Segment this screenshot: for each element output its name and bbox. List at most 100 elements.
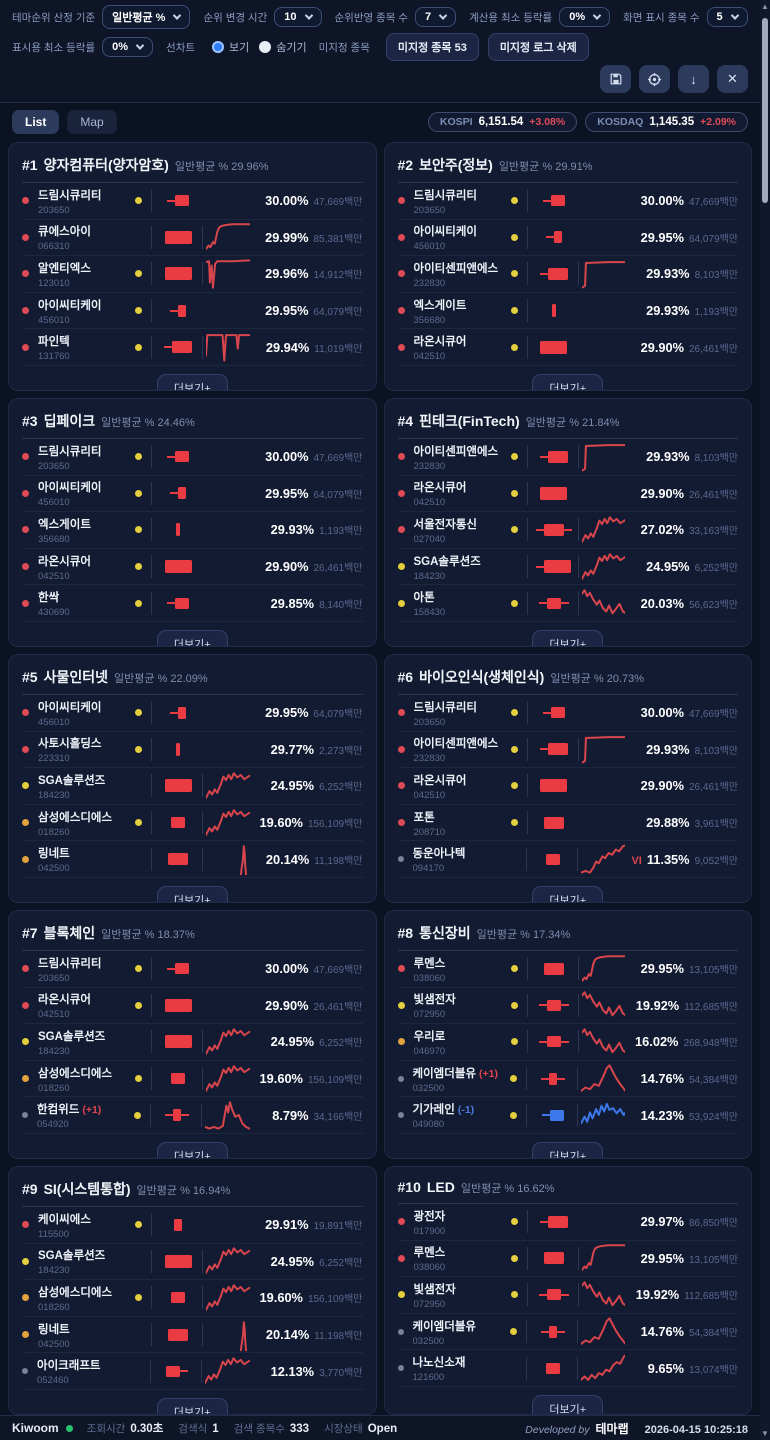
scrollbar[interactable]: ▲ ▼ <box>760 0 770 1440</box>
stock-row[interactable]: 링네트 042500 20.14% 11,198백만 <box>22 841 363 878</box>
divider <box>577 445 579 469</box>
stock-row[interactable]: 삼성에스디에스 018260 19.60% 156,109백만 <box>22 1280 363 1317</box>
stock-row[interactable]: 케이씨에스 115500 29.91% 19,891백만 <box>22 1207 363 1244</box>
stock-row[interactable]: 라온시큐어 042510 29.90% 26,461백만 <box>397 476 738 513</box>
chart-show-radio[interactable] <box>212 41 225 53</box>
stock-row[interactable]: 나노신소재 121600 9.65% 13,074백만 <box>397 1350 738 1387</box>
stock-row[interactable]: 빛샘전자 072950 19.92% 112,685백만 <box>397 1277 738 1314</box>
scroll-down-icon[interactable]: ▼ <box>761 1429 769 1438</box>
stock-row[interactable]: 아이티센피앤에스 232830 29.93% 8,103백만 <box>397 256 738 293</box>
sparkline-chart <box>575 219 626 255</box>
stock-row[interactable]: 우리로 046970 16.02% 268,948백만 <box>397 1024 738 1061</box>
stock-row[interactable]: 아톤 158430 20.03% 56,623백만 <box>397 585 738 622</box>
stock-row[interactable]: 드림시큐리티 203650 30.00% 47,669백만 <box>22 439 363 476</box>
stock-row[interactable]: 드림시큐리티 203650 30.00% 47,669백만 <box>397 695 738 732</box>
rank-stock-count-select[interactable]: 7 <box>414 7 457 27</box>
stock-row[interactable]: 빛샘전자 072950 19.92% 112,685백만 <box>397 988 738 1025</box>
unassigned-stocks-button[interactable]: 미지정 종목 53 <box>385 33 479 61</box>
change-percent: 9.65% <box>647 1360 684 1376</box>
stock-row[interactable]: 아이씨티케이 456010 29.95% 64,079백만 <box>397 219 738 257</box>
stock-row[interactable]: 아이씨티케이 456010 29.95% 64,079백만 <box>22 293 363 330</box>
theme-card-header: #1 양자컴퓨터(양자암호) 일반평균 % 29.96% <box>22 148 363 183</box>
stock-row[interactable]: SGA솔루션즈 184230 24.95% 6,252백만 <box>22 1024 363 1061</box>
settings-button[interactable] <box>639 65 670 93</box>
stock-row[interactable]: SGA솔루션즈 184230 24.95% 6,252백만 <box>397 549 738 586</box>
sparkline-chart <box>581 1061 626 1097</box>
mid-dot <box>510 745 518 753</box>
download-button[interactable]: ↓ <box>678 65 709 93</box>
rank-change-badge: (-1) <box>457 1104 475 1117</box>
display-stock-count-select[interactable]: 5 <box>706 7 748 27</box>
stock-row[interactable]: 사토시홀딩스 223310 29.77% 2,273백만 <box>22 732 363 769</box>
more-button[interactable]: 더보기+ <box>156 885 228 902</box>
more-button[interactable]: 더보기+ <box>156 1397 228 1414</box>
stock-row[interactable]: 광전자 017900 29.97% 86,850백만 <box>397 1204 738 1241</box>
more-button[interactable]: 더보기+ <box>156 373 228 390</box>
tab-map[interactable]: Map <box>67 110 117 134</box>
candle-icon <box>533 1289 575 1301</box>
more-button[interactable]: 더보기+ <box>156 629 228 646</box>
stock-row[interactable]: 아이티센피앤에스 232830 29.93% 8,103백만 <box>397 439 738 476</box>
stock-row[interactable]: 라온시큐어 042510 29.90% 26,461백만 <box>22 549 363 586</box>
stock-code: 232830 <box>413 460 446 472</box>
stock-row[interactable]: 한싹 430690 29.85% 8,140백만 <box>22 585 363 622</box>
display-min-change-select[interactable]: 0% <box>102 37 154 57</box>
rank-interval-select[interactable]: 10 <box>274 7 322 27</box>
theme-rank: #7 <box>22 925 38 941</box>
clear-unassigned-log-button[interactable]: 미지정 로그 삭제 <box>487 33 589 61</box>
stock-row[interactable]: 케이엠더블유 (+1) 032500 14.76% 54,384백만 <box>397 1061 738 1098</box>
divider <box>526 225 528 249</box>
stock-row[interactable]: 엑스게이트 356680 29.93% 1,193백만 <box>397 293 738 330</box>
stock-row[interactable]: 서울전자통신 027040 27.02% 33,163백만 <box>397 512 738 549</box>
scroll-up-icon[interactable]: ▲ <box>761 2 769 11</box>
stock-row[interactable]: 드림시큐리티 203650 30.00% 47,669백만 <box>22 951 363 988</box>
stock-row[interactable]: 라온시큐어 042510 29.90% 26,461백만 <box>397 329 738 366</box>
stock-row[interactable]: 아이씨티케이 456010 29.95% 64,079백만 <box>22 695 363 732</box>
tab-list[interactable]: List <box>12 110 60 134</box>
more-button[interactable]: 더보기+ <box>532 885 604 902</box>
stock-row[interactable]: 아이티센피앤에스 232830 29.93% 8,103백만 <box>397 732 738 769</box>
stock-row[interactable]: 포톤 208710 29.88% 3,961백만 <box>397 805 738 842</box>
stock-row[interactable]: 알엔티엑스 123010 29.96% 14,912백만 <box>22 256 363 293</box>
scrollbar-thumb[interactable] <box>762 18 768 203</box>
rank-basis-select[interactable]: 일반평균 % <box>102 5 191 29</box>
stock-row[interactable]: 큐에스아이 066310 29.99% 85,381백만 <box>22 220 363 257</box>
stock-row[interactable]: 파인텍 131760 29.94% 11,019백만 <box>22 329 363 366</box>
divider <box>202 847 203 871</box>
save-button[interactable] <box>600 65 631 93</box>
stock-row[interactable]: 라온시큐어 042510 29.90% 26,461백만 <box>22 988 363 1025</box>
stock-row[interactable]: 루멘스 038060 29.95% 13,105백만 <box>397 951 738 988</box>
stock-row[interactable]: 엑스게이트 356680 29.93% 1,193백만 <box>22 512 363 549</box>
stock-row[interactable]: 동운아나텍 094170 VI 11.35% 9,052백만 <box>397 841 738 878</box>
stock-row[interactable]: SGA솔루션즈 184230 24.95% 6,252백만 <box>22 768 363 805</box>
more-button[interactable]: 더보기+ <box>532 629 604 646</box>
stock-row[interactable]: 삼성에스디에스 018260 19.60% 156,109백만 <box>22 1061 363 1098</box>
candle-icon <box>533 267 575 280</box>
sparkline-chart <box>206 805 250 841</box>
close-button[interactable]: ✕ <box>717 65 748 93</box>
more-button[interactable]: 더보기+ <box>532 373 604 390</box>
theme-card-header: #2 보안주(정보) 일반평균 % 29.91% <box>397 148 738 183</box>
stock-row[interactable]: 삼성에스디에스 018260 19.60% 156,109백만 <box>22 805 363 842</box>
stock-row[interactable]: 링네트 042500 20.14% 11,198백만 <box>22 1317 363 1354</box>
more-button[interactable]: 더보기+ <box>156 1141 228 1158</box>
stock-row[interactable]: 아이씨티케이 456010 29.95% 64,079백만 <box>22 476 363 513</box>
candle-icon <box>157 853 199 866</box>
stock-row[interactable]: 한컴위드 (+1) 054920 8.79% 34,166백만 <box>22 1097 363 1134</box>
stock-row[interactable]: 루멘스 038060 29.95% 13,105백만 <box>397 1241 738 1278</box>
stock-code: 038060 <box>413 972 446 984</box>
theme-rank: #10 <box>397 1179 421 1195</box>
stock-row[interactable]: 케이엠더블유 032500 14.76% 54,384백만 <box>397 1314 738 1351</box>
more-button[interactable]: 더보기+ <box>532 1141 604 1158</box>
calc-min-change-select[interactable]: 0% <box>559 7 611 27</box>
stock-row[interactable]: SGA솔루션즈 184230 24.95% 6,252백만 <box>22 1244 363 1281</box>
more-button[interactable]: 더보기+ <box>532 1394 604 1414</box>
stock-identity: SGA솔루션즈 184230 <box>38 1246 135 1276</box>
stock-row[interactable]: 아이크래프트 052460 12.13% 3,770백만 <box>22 1353 363 1390</box>
stock-row[interactable]: 드림시큐리티 203650 30.00% 47,669백만 <box>22 183 363 220</box>
stock-row[interactable]: 라온시큐어 042510 29.90% 26,461백만 <box>397 768 738 805</box>
stock-row[interactable]: 드림시큐리티 203650 30.00% 47,669백만 <box>397 183 738 220</box>
chart-hide-radio[interactable] <box>259 41 272 53</box>
stock-row[interactable]: 기가레인 (-1) 049080 14.23% 53,924백만 <box>397 1097 738 1134</box>
stock-name: 라온시큐어 <box>413 774 467 787</box>
